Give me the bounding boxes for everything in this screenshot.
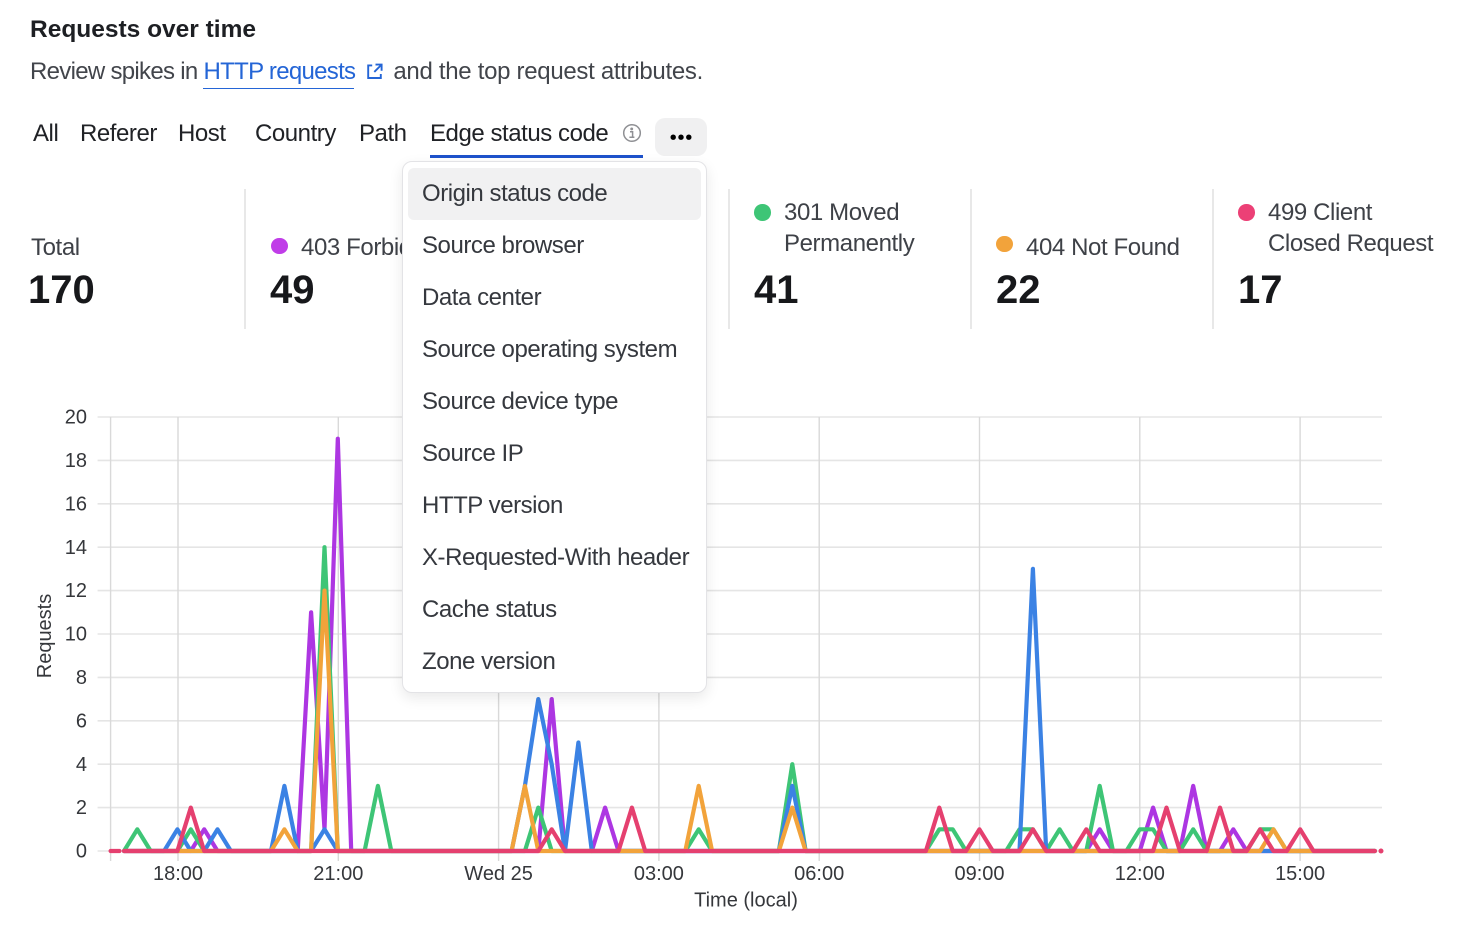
svg-text:Requests: Requests	[34, 594, 56, 679]
svg-text:03:00: 03:00	[634, 863, 684, 885]
svg-text:12:00: 12:00	[1115, 863, 1165, 885]
svg-text:20: 20	[65, 407, 87, 429]
svg-text:14: 14	[65, 537, 87, 559]
svg-text:12: 12	[65, 580, 87, 602]
svg-text:16: 16	[65, 493, 87, 515]
svg-text:Time (local): Time (local)	[694, 890, 798, 912]
svg-text:18:00: 18:00	[153, 863, 203, 885]
svg-text:8: 8	[76, 667, 87, 689]
svg-text:15:00: 15:00	[1275, 863, 1325, 885]
svg-text:18: 18	[65, 450, 87, 472]
svg-text:21:00: 21:00	[313, 863, 363, 885]
svg-text:10: 10	[65, 624, 87, 646]
svg-text:2: 2	[76, 797, 87, 819]
svg-text:06:00: 06:00	[794, 863, 844, 885]
svg-text:Wed 25: Wed 25	[464, 863, 533, 885]
svg-text:6: 6	[76, 710, 87, 732]
svg-text:4: 4	[76, 754, 87, 776]
svg-text:09:00: 09:00	[954, 863, 1004, 885]
svg-text:0: 0	[76, 841, 87, 863]
